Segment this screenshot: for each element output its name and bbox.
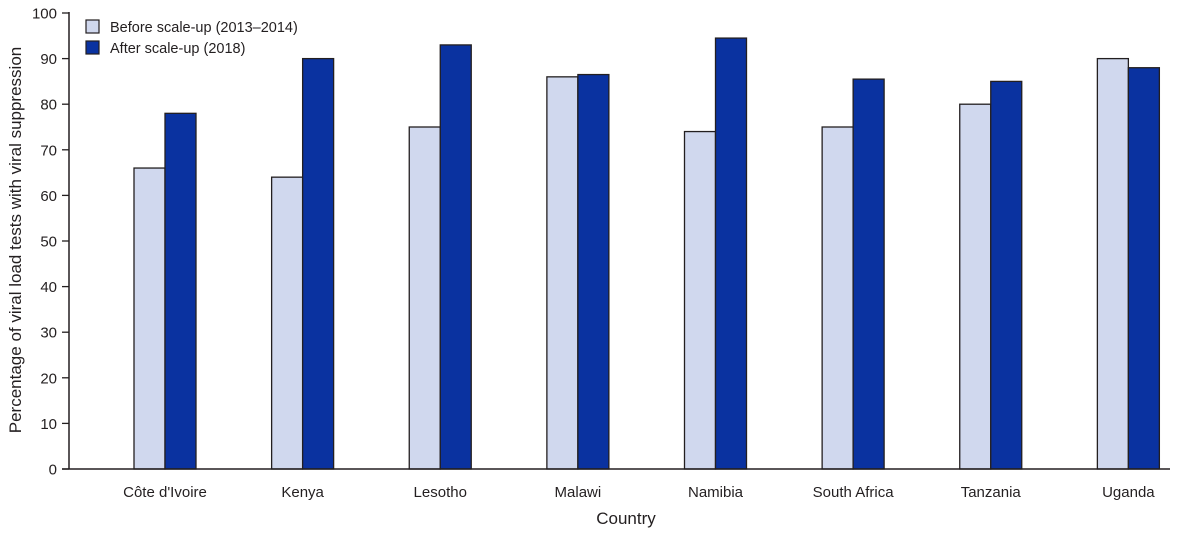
- bar-before-6: [959, 103, 992, 470]
- y-axis-label: Percentage of viral load tests with vira…: [6, 47, 25, 433]
- bar-before-3: [546, 76, 579, 470]
- bar-after-3: [577, 73, 610, 470]
- bar-before-4: [683, 130, 717, 470]
- legend-label-0: Before scale-up (2013–2014): [110, 20, 298, 36]
- bar-before-7: [1096, 57, 1130, 470]
- x-tick-label: South Africa: [813, 484, 895, 501]
- bar-after-0: [164, 112, 197, 470]
- y-tick-label: 60: [40, 188, 57, 205]
- x-axis-label: Country: [596, 509, 656, 528]
- y-tick-label: 90: [40, 51, 57, 68]
- bar-after-7: [1127, 67, 1161, 470]
- y-tick-label: 50: [40, 234, 57, 251]
- y-tick-label: 70: [40, 142, 57, 159]
- y-tick-label: 10: [40, 416, 57, 433]
- legend-label-1: After scale-up (2018): [110, 41, 245, 57]
- bar-before-2: [408, 126, 441, 470]
- x-tick-label: Namibia: [688, 484, 744, 501]
- y-tick-label: 80: [40, 97, 57, 114]
- bar-after-6: [990, 80, 1023, 470]
- legend-swatch-1: [85, 40, 100, 55]
- legend-swatch-0: [85, 19, 100, 34]
- bar-after-5: [852, 78, 885, 470]
- y-tick-label: 30: [40, 325, 57, 342]
- x-tick-label: Côte d'Ivoire: [123, 484, 207, 501]
- x-axis-ticks: Côte d'Ivoire Kenya Lesotho Malawi Namibia So…: [123, 484, 1155, 501]
- bar-after-1: [301, 57, 335, 470]
- x-tick-label: Tanzania: [961, 484, 1022, 501]
- x-tick-label: Kenya: [281, 484, 324, 501]
- bar-after-2: [439, 44, 472, 470]
- x-tick-label: Uganda: [1102, 484, 1155, 501]
- x-tick-label: Lesotho: [414, 484, 467, 501]
- y-axis-ticks: 0 10 20 30 40 50 60 70 80 90 100: [32, 6, 69, 479]
- legend: Before scale-up (2013–2014) After scale-u…: [85, 19, 298, 57]
- bars: [133, 37, 1161, 470]
- y-tick-label: 40: [40, 279, 57, 296]
- axes: [62, 12, 1170, 470]
- bar-before-0: [133, 167, 166, 470]
- x-tick-label: Malawi: [555, 484, 602, 501]
- y-tick-label: 20: [40, 370, 57, 387]
- bar-before-1: [270, 176, 304, 470]
- y-tick-label: 0: [49, 462, 57, 479]
- bar-after-4: [714, 37, 748, 470]
- bar-before-5: [821, 126, 854, 470]
- y-tick-label: 100: [32, 6, 57, 23]
